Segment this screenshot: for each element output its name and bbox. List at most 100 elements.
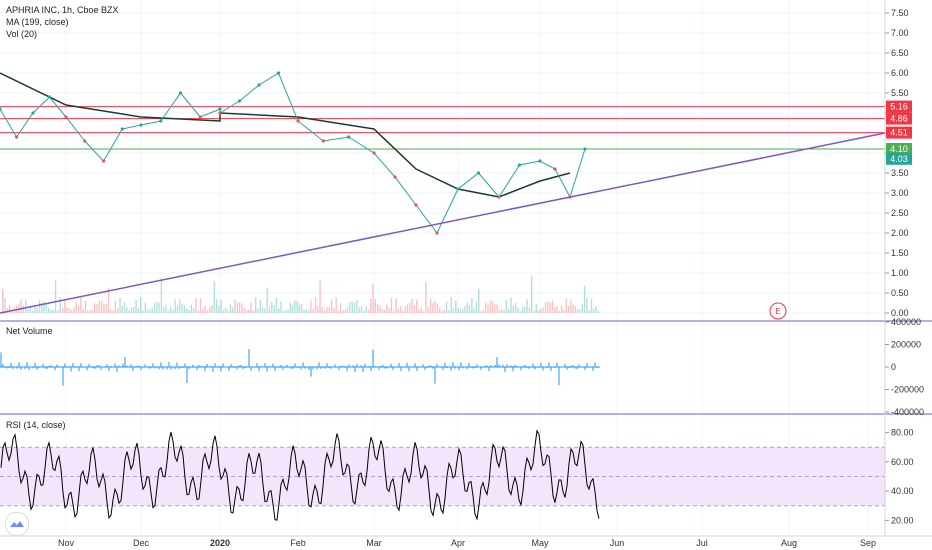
price-point-29 [553, 167, 557, 171]
volume-bar-48 [112, 310, 114, 313]
volume-bar-250 [577, 309, 579, 313]
volume-bar-185 [427, 307, 429, 313]
volume-bar-2 [6, 308, 8, 313]
volume-bar-170 [393, 310, 395, 313]
price-point-21 [393, 175, 397, 179]
volume-bar-210 [485, 302, 487, 313]
volume-bar-82 [190, 304, 192, 313]
volume-bar-156 [360, 305, 363, 313]
price-tag-bg-4 [886, 152, 912, 165]
volume-bar-162 [374, 299, 376, 313]
net-volume-legend[interactable]: Net Volume [6, 326, 53, 336]
price-tag-label: 4.10 [890, 144, 908, 154]
volume-bar-203 [468, 304, 471, 313]
volume-bar-90 [209, 307, 211, 313]
rsi-legend[interactable]: RSI (14, close) [6, 420, 66, 430]
volume-bar-96 [222, 309, 225, 313]
volume-bar-189 [436, 303, 439, 313]
volume-bar-32 [75, 302, 77, 313]
rsi-plot [0, 429, 885, 521]
price-axis[interactable]: 7.507.006.506.005.505.004.504.003.503.00… [885, 8, 924, 525]
volume-bar-63 [146, 310, 149, 313]
volume-bar-119 [275, 297, 278, 313]
volume-bar-78 [181, 303, 183, 313]
volume-bar-163 [376, 304, 379, 313]
volume-bar-147 [340, 303, 342, 313]
volume-bar-91 [211, 304, 213, 313]
volume-bar-103 [238, 301, 241, 313]
symbol-title: APHRIA INC, 1h, Cboe BZX [6, 5, 119, 15]
volume-bar-127 [294, 300, 296, 313]
volume-bar-9 [22, 305, 25, 313]
volume-bar-199 [459, 308, 462, 313]
volume-bar-25 [59, 297, 61, 313]
volume-bar-142 [328, 306, 330, 313]
volume-bar-132 [305, 309, 307, 313]
price-point-3 [47, 95, 52, 99]
volume-bar-0 [2, 289, 4, 313]
price-tick-label: 3.50 [891, 168, 909, 178]
earnings-marker[interactable]: E [769, 302, 787, 320]
volume-bar-228 [526, 299, 528, 313]
volume-bar-153 [353, 302, 356, 313]
volume-bar-252 [581, 304, 583, 313]
price-legend[interactable]: APHRIA INC, 1h, Cboe BZX MA (199, close)… [6, 4, 119, 40]
volume-bar-222 [512, 306, 514, 313]
volume-bar-136 [314, 297, 317, 313]
volume-bar-94 [218, 305, 220, 313]
price-point-19 [347, 135, 351, 139]
volume-bar-198 [457, 307, 459, 313]
volume-bar-134 [310, 300, 312, 313]
price-point-18 [321, 139, 325, 143]
volume-bar-188 [434, 301, 436, 313]
volume-bar-128 [296, 300, 298, 313]
volume-bar-121 [280, 301, 282, 313]
volume-bar-140 [324, 310, 326, 313]
volume-bar-4 [11, 310, 13, 313]
volume-bar-173 [399, 305, 402, 313]
volume-bar-36 [84, 300, 87, 313]
volume-bar-246 [567, 305, 570, 313]
volume-bar-100 [232, 307, 234, 313]
volume-bar-238 [549, 302, 551, 313]
volume-bar-126 [291, 304, 294, 313]
volume-bar-64 [149, 309, 151, 313]
volume-bar-230 [531, 275, 533, 313]
volume-bar-215 [496, 304, 498, 313]
rsi-tick-label: 20.00 [891, 515, 914, 525]
volume-bar-254 [586, 297, 588, 313]
volume-bar-19 [45, 303, 48, 313]
volume-bar-41 [96, 304, 98, 313]
volume-bar-244 [563, 309, 565, 313]
volume-bar-30 [71, 310, 73, 313]
volume-bar-129 [298, 304, 301, 313]
volume-bar-171 [395, 298, 397, 313]
volume-bar-40 [94, 303, 96, 313]
volume-bar-216 [498, 310, 501, 313]
volume-bar-169 [390, 297, 393, 313]
time-axis[interactable]: Nov Dec 2020 Feb Mar Apr May Jun Jul Aug Sep [58, 538, 876, 548]
volume-bar-116 [268, 306, 271, 313]
volume-bar-192 [443, 309, 445, 313]
price-tick-label: 7.00 [891, 28, 909, 38]
price-point-4 [64, 115, 68, 119]
earnings-icon[interactable] [769, 302, 787, 320]
volume-bar-131 [303, 309, 305, 313]
price-point-25 [476, 171, 481, 175]
volume-bar-227 [524, 306, 526, 313]
volume-bar-151 [349, 302, 351, 313]
volume-bar-139 [321, 307, 324, 313]
volume-bar-152 [351, 301, 353, 313]
price-tag-bg-1 [886, 112, 912, 125]
volume-bar-83 [192, 308, 195, 313]
volume-bar-186 [429, 299, 432, 313]
volume-bar-12 [29, 307, 31, 313]
volume-bar-105 [243, 307, 245, 313]
volume-bar-218 [503, 310, 505, 313]
tradingview-logo[interactable] [5, 512, 29, 536]
volume-bar-65 [151, 307, 153, 313]
volume-bar-46 [107, 287, 110, 313]
volume-bar-33 [77, 305, 80, 313]
price-tag-label: 5.16 [890, 102, 908, 112]
